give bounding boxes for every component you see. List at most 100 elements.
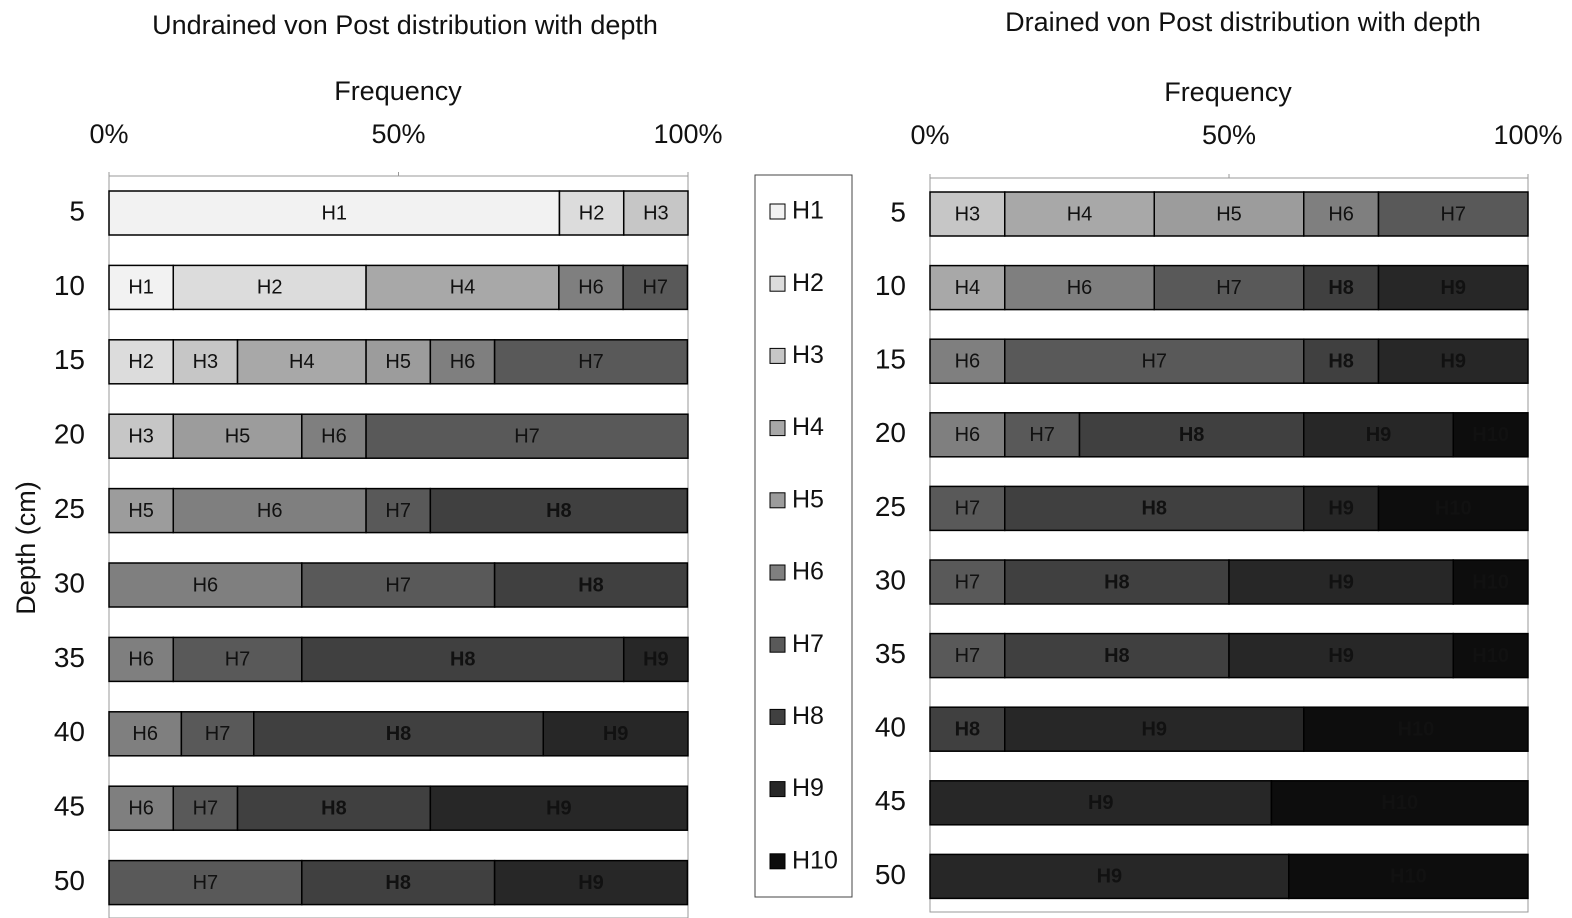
legend-label: H8 <box>792 702 824 730</box>
y-axis-title: Depth (cm) <box>11 481 41 615</box>
segment-label: H7 <box>642 277 668 299</box>
bar-segment <box>1004 706 1305 752</box>
bar-segment <box>429 339 496 385</box>
bar-segment <box>429 487 689 534</box>
segment-label: H4 <box>450 277 476 299</box>
bar-segment <box>493 859 689 906</box>
segment-label: H1 <box>128 277 154 299</box>
bar-segment <box>929 632 1006 679</box>
bar-segment <box>1004 264 1155 311</box>
segment-label: H8 <box>1179 424 1205 446</box>
legend-swatch <box>769 492 786 509</box>
legend-swatch <box>769 347 786 364</box>
segment-label: H5 <box>225 425 251 447</box>
bar-segment <box>301 413 367 459</box>
segment-label: H8 <box>1104 571 1130 593</box>
legend-label: H6 <box>792 558 824 586</box>
segment-label: H7 <box>193 797 219 819</box>
y-tick-label: 15 <box>54 344 85 375</box>
bar-segment <box>1452 412 1529 458</box>
segment-label: H4 <box>955 277 981 299</box>
bar-segment <box>1303 412 1454 458</box>
bar-segment <box>429 785 689 831</box>
bar-segment <box>929 338 1006 384</box>
segment-label: H7 <box>1216 277 1242 299</box>
segment-label: H4 <box>1067 203 1093 225</box>
legend-swatch <box>769 203 786 220</box>
bar-segment <box>301 636 625 683</box>
bar-segment <box>622 264 689 311</box>
x-tick-label: 0% <box>89 119 128 149</box>
legend-swatch <box>769 708 786 725</box>
y-tick-label: 15 <box>875 344 906 375</box>
bar-segment <box>1004 485 1305 532</box>
y-tick-label: 20 <box>875 417 906 448</box>
bar-segment <box>622 190 689 236</box>
segment-label: H9 <box>1366 424 1392 446</box>
segment-label: H5 <box>385 351 411 373</box>
bar-segment <box>1452 632 1529 679</box>
segment-label: H6 <box>132 723 158 745</box>
segment-label: H1 <box>321 202 347 224</box>
bar-segment <box>1377 338 1529 384</box>
segment-label: H10 <box>1472 571 1509 593</box>
segment-label: H9 <box>1097 866 1123 888</box>
segment-label: H9 <box>643 649 669 671</box>
y-tick-label: 25 <box>54 493 85 524</box>
segment-label: H8 <box>546 500 572 522</box>
bar-segment <box>1004 632 1230 679</box>
bar-segment <box>929 264 1006 311</box>
segment-label: H6 <box>128 649 154 671</box>
bar-segment <box>622 636 689 683</box>
bar-segment <box>1303 264 1380 311</box>
y-tick-label: 5 <box>890 196 906 227</box>
segment-label: H3 <box>193 351 219 373</box>
segment-label: H9 <box>1440 277 1466 299</box>
segment-label: H2 <box>128 351 154 373</box>
bar-segment <box>236 785 432 831</box>
segment-label: H9 <box>546 797 572 819</box>
segment-label: H6 <box>193 574 219 596</box>
segment-label: H7 <box>225 649 251 671</box>
bar-segment <box>301 859 496 906</box>
y-tick-label: 40 <box>54 716 85 747</box>
bar-segment <box>108 636 175 683</box>
bar-segment <box>253 711 544 757</box>
legend-label: H10 <box>792 846 838 874</box>
legend-label: H2 <box>792 269 824 297</box>
bar-segment <box>542 711 689 757</box>
y-tick-label: 20 <box>54 419 85 450</box>
bar-segment <box>108 562 303 608</box>
bar-segment <box>1377 485 1529 532</box>
x-axis-title: Frequency <box>334 76 462 106</box>
segment-label: H4 <box>289 351 315 373</box>
legend-swatch <box>769 636 786 653</box>
y-tick-label: 35 <box>54 642 85 673</box>
segment-label: H7 <box>385 500 411 522</box>
y-tick-label: 35 <box>875 638 906 669</box>
bar-segment <box>929 780 1273 826</box>
segment-label: H3 <box>955 203 981 225</box>
bar-segment <box>493 339 689 385</box>
bar-segment <box>558 190 625 236</box>
legend-label: H1 <box>792 197 824 225</box>
segment-label: H10 <box>1435 498 1472 520</box>
segment-label: H9 <box>1141 718 1167 740</box>
legend-label: H4 <box>792 413 824 441</box>
legend-label: H5 <box>792 485 824 513</box>
bar-segment <box>929 412 1006 458</box>
bar-segment <box>108 487 175 534</box>
bar-segment <box>1377 191 1529 237</box>
segment-label: H6 <box>578 277 604 299</box>
bar-segment <box>365 339 432 385</box>
segment-label: H10 <box>1472 424 1509 446</box>
x-tick-label: 0% <box>910 120 949 150</box>
segment-label: H8 <box>385 872 411 894</box>
bar-segment <box>1228 559 1454 605</box>
bar-segment <box>1004 412 1081 458</box>
chart-title: Undrained von Post distribution with dep… <box>152 10 658 40</box>
x-axis-title: Frequency <box>1164 77 1292 107</box>
segment-label: H6 <box>321 425 347 447</box>
segment-label: H8 <box>1328 277 1354 299</box>
bar-segment <box>1004 559 1230 605</box>
